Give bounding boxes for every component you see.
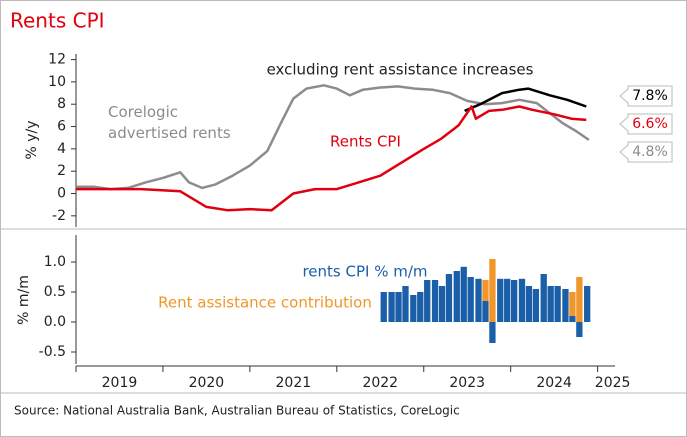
bar xyxy=(482,280,489,301)
bar xyxy=(511,280,518,322)
bar xyxy=(562,289,569,322)
end-label: 7.8% xyxy=(632,88,668,104)
x-tick-label: 2019 xyxy=(102,375,138,391)
legend-label: Rent assistance contribution xyxy=(158,294,372,312)
y-tick-label: 0.0 xyxy=(44,314,66,330)
end-label-box xyxy=(619,113,673,135)
end-label-box xyxy=(619,85,673,107)
end-label: 4.8% xyxy=(632,144,668,160)
bar xyxy=(489,259,496,322)
bar xyxy=(576,322,583,337)
bar xyxy=(460,266,467,322)
bar xyxy=(475,278,482,322)
x-tick-label: 2022 xyxy=(362,375,398,391)
bar xyxy=(525,286,533,322)
bar xyxy=(445,274,453,322)
bar xyxy=(380,292,387,322)
line xyxy=(76,84,590,191)
y-tick-label: 12 xyxy=(48,52,66,68)
bar xyxy=(467,277,474,322)
y-tick-label: 4 xyxy=(57,141,66,157)
series-label: Rents CPI xyxy=(330,133,401,151)
bar xyxy=(417,292,424,322)
series-label: Corelogic advertised rents xyxy=(108,103,231,142)
chart-title: Rents CPI xyxy=(10,9,105,33)
y-tick-label: -0.5 xyxy=(39,344,66,360)
bar xyxy=(395,292,402,322)
bar xyxy=(431,280,439,322)
x-tick-label: 2023 xyxy=(449,375,485,391)
bar xyxy=(518,278,526,322)
source: Source: National Australia Bank, Austral… xyxy=(14,404,460,418)
bar xyxy=(547,286,554,322)
y-tick-label: 10 xyxy=(48,74,66,90)
y-tick-label: 0.5 xyxy=(44,284,66,300)
bar xyxy=(532,289,540,322)
y-tick-label: 0 xyxy=(57,186,66,202)
bar xyxy=(489,322,496,343)
annotation: excluding rent assistance increases xyxy=(267,61,534,79)
bar xyxy=(482,301,489,322)
bar xyxy=(576,277,583,322)
bar xyxy=(504,278,511,322)
bar xyxy=(497,278,504,322)
y-tick-label: 8 xyxy=(57,96,66,112)
x-tick-label: 2024 xyxy=(536,375,572,391)
bar xyxy=(569,292,576,316)
bar xyxy=(402,286,409,322)
bar xyxy=(438,286,446,322)
y-axis-label: % m/m xyxy=(16,275,32,325)
y-tick-label: 1.0 xyxy=(44,254,66,270)
x-tick-label: 2025 xyxy=(595,375,631,391)
bar xyxy=(554,286,561,322)
end-label: 6.6% xyxy=(632,116,668,132)
bar xyxy=(540,274,547,322)
bar xyxy=(453,271,460,322)
y-axis-label: % y/y xyxy=(24,120,40,159)
y-tick-label: 6 xyxy=(57,119,66,135)
bar xyxy=(388,292,395,322)
end-label-box xyxy=(619,141,673,163)
line xyxy=(76,105,587,212)
y-tick-label: 2 xyxy=(57,163,66,179)
bar xyxy=(569,316,576,322)
y-tick-label: -2 xyxy=(52,208,66,224)
x-tick-label: 2021 xyxy=(276,375,312,391)
bar xyxy=(410,295,417,322)
bar xyxy=(424,280,431,322)
x-tick-label: 2020 xyxy=(189,375,225,391)
line xyxy=(464,87,587,113)
series-label-text: Corelogic advertised rents xyxy=(108,103,231,142)
legend-label: rents CPI % m/m xyxy=(302,263,427,281)
bar xyxy=(584,286,591,322)
